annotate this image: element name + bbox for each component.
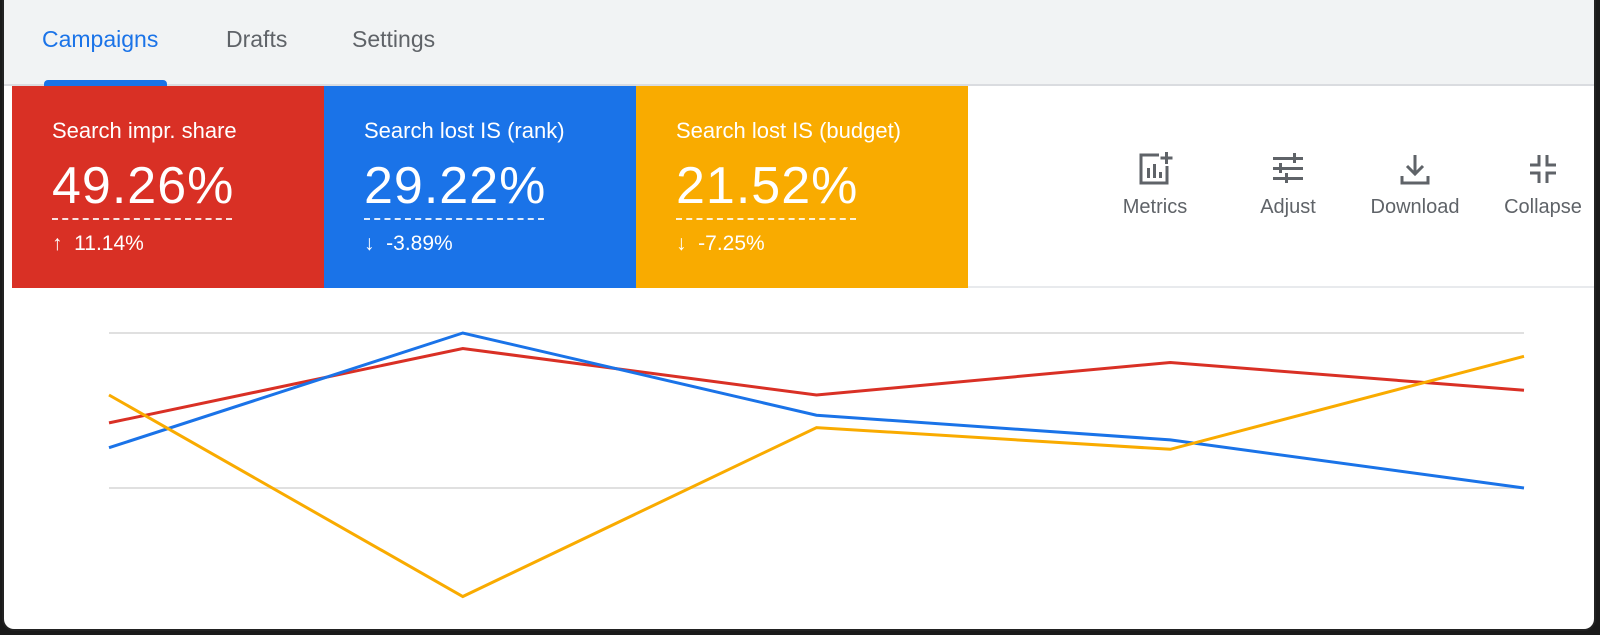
collapse-label: Collapse — [1504, 196, 1582, 218]
metrics-button[interactable]: Metrics — [1110, 152, 1200, 219]
scorecard-search-impr-share[interactable]: Search impr. share 49.26% ↑ 11.14% — [12, 86, 324, 288]
series-line — [108, 346, 1525, 425]
adjust-label: Adjust — [1260, 196, 1316, 218]
collapse-button[interactable]: Collapse — [1498, 152, 1588, 219]
tab-settings[interactable]: Settings — [352, 26, 436, 52]
scorecard-label: Search lost IS (budget) — [676, 118, 902, 143]
scorecard-value: 29.22% — [364, 157, 547, 215]
delta-value: -3.89% — [386, 232, 453, 255]
metrics-add-icon — [1139, 152, 1173, 185]
adjust-button[interactable]: Adjust — [1248, 152, 1328, 219]
arrow-up-icon: ↑ — [52, 232, 63, 255]
download-label: Download — [1370, 196, 1460, 218]
tab-bar: Campaigns Drafts Settings — [4, 0, 1594, 86]
download-button[interactable]: Download — [1360, 152, 1470, 219]
scorecard-delta: ↓ -7.25% — [676, 232, 765, 256]
chart-toolbar: Metrics Adjust Download Collapse — [968, 86, 1594, 288]
tab-drafts[interactable]: Drafts — [226, 26, 288, 52]
scorecard-label: Search lost IS (rank) — [364, 118, 565, 143]
line-chart — [108, 331, 1525, 599]
delta-value: 11.14% — [74, 232, 144, 255]
scorecard-value: 49.26% — [52, 157, 235, 215]
arrow-down-icon: ↓ — [364, 232, 375, 255]
arrow-down-icon: ↓ — [676, 232, 687, 255]
scorecard-search-lost-is-rank[interactable]: Search lost IS (rank) 29.22% ↓ -3.89% — [324, 86, 636, 288]
tune-icon — [1273, 153, 1303, 183]
scorecard-label: Search impr. share — [52, 118, 237, 143]
dashed-divider — [52, 218, 232, 220]
dashed-divider — [364, 218, 544, 220]
dashed-divider — [676, 218, 856, 220]
metrics-label: Metrics — [1122, 196, 1188, 218]
collapse-icon — [1530, 155, 1556, 183]
scorecard-search-lost-is-budget[interactable]: Search lost IS (budget) 21.52% ↓ -7.25% — [636, 86, 968, 288]
scorecard-delta: ↓ -3.89% — [364, 232, 453, 256]
delta-value: -7.25% — [698, 232, 765, 255]
scorecard-delta: ↑ 11.14% — [52, 232, 144, 256]
scorecard-value: 21.52% — [676, 157, 859, 215]
active-tab-indicator — [44, 80, 167, 86]
download-icon — [1400, 155, 1430, 185]
tab-campaigns[interactable]: Campaigns — [42, 26, 159, 52]
series-line — [108, 354, 1525, 599]
series-line — [108, 331, 1525, 490]
